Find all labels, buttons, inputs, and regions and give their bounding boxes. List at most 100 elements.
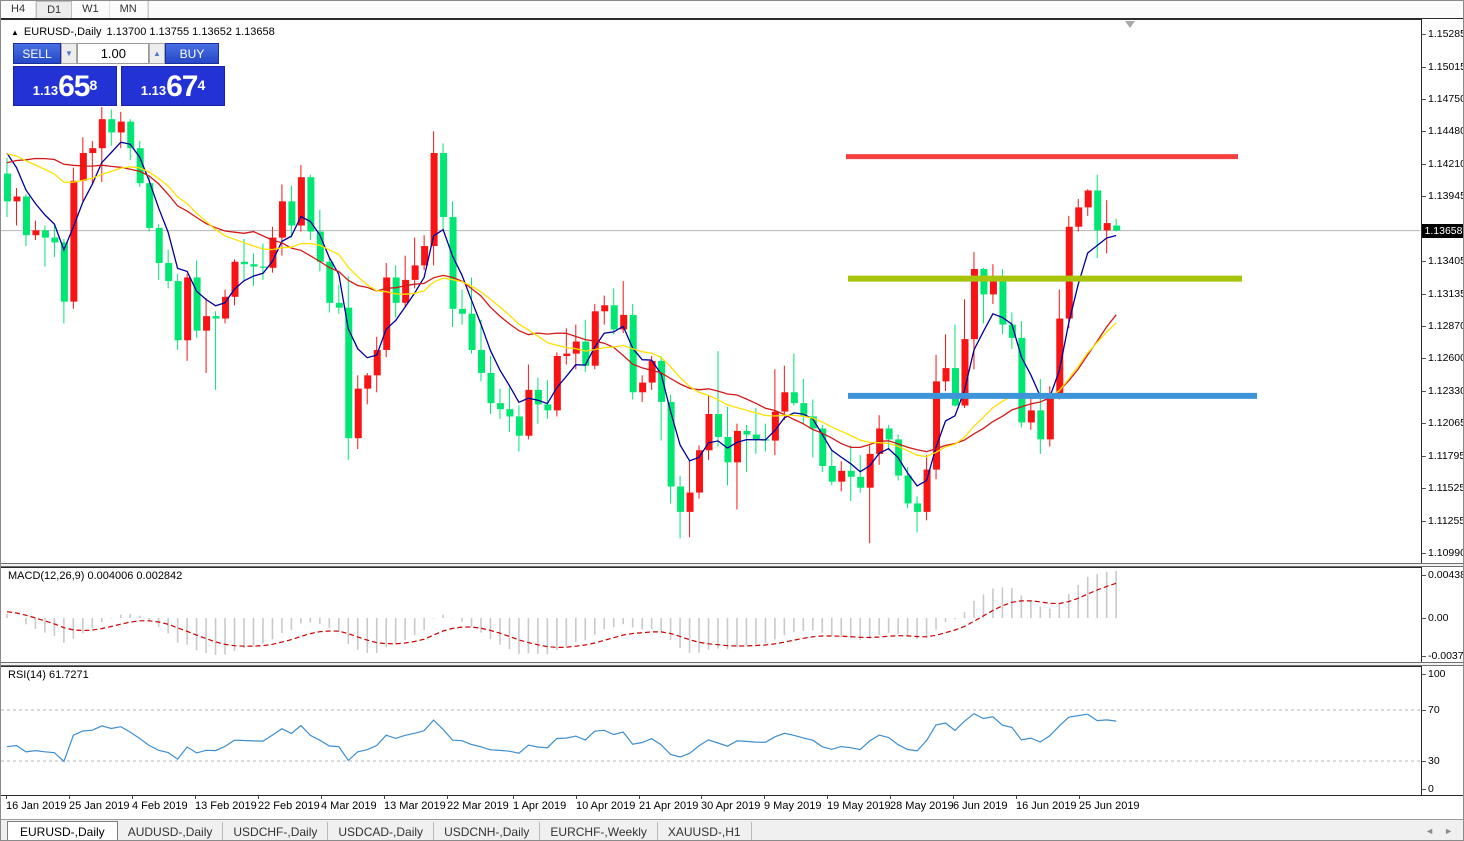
timeframe-button-mn[interactable]: MN: [110, 1, 148, 18]
price-tick-label: 1.11255: [1428, 514, 1464, 527]
price-tick-label: 1.10990: [1428, 546, 1464, 559]
date-tick-mark: [321, 796, 322, 799]
date-tick-label: 19 May 2019: [827, 800, 891, 812]
rsi-panel[interactable]: [1, 709, 1421, 763]
price-tick-label: 1.14480: [1428, 125, 1464, 138]
price-tick-mark: [1422, 391, 1426, 393]
tab-audusd-daily[interactable]: AUDUSD-,Daily: [118, 822, 224, 840]
rsi-tick-mark: [1422, 789, 1426, 790]
timeframe-button-w1[interactable]: W1: [72, 1, 110, 18]
symbol-arrow-icon: ▲: [11, 27, 19, 37]
buy-button[interactable]: BUY: [165, 43, 219, 64]
fast-ma-line[interactable]: [6, 141, 1117, 487]
date-tick-label: 6 Jun 2019: [953, 800, 1008, 812]
chart-tabs-bar: EURUSD-,Daily AUDUSD-,Daily USDCHF-,Daily U…: [1, 819, 1463, 840]
current-price-badge: 1.13658: [1422, 224, 1463, 238]
tab-scroll-arrows: ◄ ►: [1425, 826, 1463, 836]
macd-histogram: [6, 571, 1117, 655]
date-tick-mark: [576, 796, 577, 799]
tab-eurchf-weekly[interactable]: EURCHF-,Weekly: [540, 822, 658, 840]
date-tick-label: 25 Jan 2019: [69, 800, 130, 812]
price-tick-label: 1.12600: [1428, 352, 1464, 365]
sell-price-big: 65: [58, 70, 90, 103]
price-tick-mark: [1422, 455, 1426, 457]
price-tick-mark: [1422, 293, 1426, 295]
price-tick-mark: [1422, 34, 1426, 35]
timeframe-button-h4[interactable]: H4: [1, 1, 37, 18]
price-tick-label: 1.12065: [1428, 417, 1464, 430]
lot-increase-button[interactable]: ▲: [149, 43, 165, 64]
price-tick-label: 1.12870: [1428, 319, 1464, 332]
sell-price-panel[interactable]: 1.13 65 8: [13, 66, 117, 106]
date-tick-mark: [953, 796, 954, 799]
main-price-panel[interactable]: [1, 107, 1421, 544]
date-tick-label: 4 Mar 2019: [321, 800, 377, 812]
date-tick-label: 22 Mar 2019: [447, 800, 509, 812]
buy-price-panel[interactable]: 1.13 67 4: [121, 66, 225, 106]
macd-signal-line: [6, 582, 1117, 649]
tabs-scroll-right-icon[interactable]: ►: [1444, 826, 1453, 836]
timeframe-button-d1[interactable]: D1: [36, 1, 73, 18]
date-tick-mark: [69, 796, 70, 799]
tabs-scroll-left-icon[interactable]: ◄: [1425, 826, 1435, 836]
tab-usdcad-daily[interactable]: USDCAD-,Daily: [328, 822, 435, 840]
rsi-tick-label: 100: [1428, 668, 1446, 680]
timeframe-toolbar: H4 D1 W1 MN: [1, 1, 1463, 19]
price-tick-label: 1.13945: [1428, 189, 1464, 202]
tab-eurusd-daily[interactable]: EURUSD-,Daily: [7, 821, 118, 840]
rsi-tick-label: 30: [1428, 755, 1440, 768]
price-tick-mark: [1422, 66, 1426, 68]
slow-ma-line[interactable]: [6, 153, 1117, 458]
date-tick-mark: [1079, 796, 1080, 799]
menubar-divider: [147, 1, 154, 18]
price-axis[interactable]: 1.15285 1.15015 1.14750 1.14480 1.14210 1.139…: [1421, 19, 1464, 563]
date-tick-mark: [258, 796, 259, 799]
rsi-tick-mark: [1422, 674, 1426, 675]
rsi-tick-mark: [1422, 710, 1426, 711]
date-tick-label: 1 Apr 2019: [513, 800, 567, 812]
price-tick-label: 1.11525: [1428, 482, 1464, 495]
data-end-marker-icon[interactable]: [1125, 21, 1135, 28]
date-tick-label: 4 Feb 2019: [132, 800, 188, 812]
tab-usdcnh-daily[interactable]: USDCNH-,Daily: [434, 822, 541, 840]
lot-decrease-button[interactable]: ▼: [61, 43, 77, 64]
price-tick-mark: [1422, 163, 1426, 165]
price-tick-label: 1.11795: [1428, 449, 1464, 462]
date-tick-mark: [827, 796, 828, 799]
tab-xauusd-h1[interactable]: XAUUSD-,H1: [658, 822, 752, 840]
buy-price-big: 67: [166, 70, 198, 103]
price-tick-label: 1.15015: [1428, 60, 1464, 73]
lot-size-input[interactable]: [77, 43, 149, 64]
price-tick-mark: [1422, 552, 1426, 554]
sell-button[interactable]: SELL: [13, 43, 61, 64]
date-tick-mark: [447, 796, 448, 799]
rsi-axis[interactable]: 100 70 30 0: [1421, 666, 1463, 795]
macd-tick-mark: [1422, 618, 1426, 619]
rsi-label: RSI(14) 61.7271: [8, 669, 89, 681]
chart-title: ▲ EURUSD-,Daily 1.13700 1.13755 1.13652 …: [11, 26, 275, 38]
sell-price-sup: 8: [89, 77, 98, 93]
price-tick-mark: [1422, 195, 1426, 197]
rsi-tick-mark: [1422, 761, 1426, 763]
rsi-panel-splitter[interactable]: [1, 662, 1463, 666]
date-tick-label: 30 Apr 2019: [701, 800, 761, 812]
date-tick-label: 21 Apr 2019: [639, 800, 699, 812]
price-tick-mark: [1422, 98, 1426, 100]
rsi-tick-label: 0: [1428, 783, 1434, 795]
macd-tick-label: 0.00: [1428, 612, 1449, 624]
price-tick-mark: [1422, 520, 1426, 522]
candlesticks[interactable]: [4, 107, 1121, 544]
macd-tick-mark: [1422, 656, 1426, 657]
medium-ma-line[interactable]: [6, 157, 1117, 453]
price-tick-mark: [1422, 358, 1426, 360]
macd-panel-splitter[interactable]: [1, 563, 1463, 567]
time-axis[interactable]: 16 Jan 2019 25 Jan 2019 4 Feb 2019 13 Feb 2…: [1, 795, 1463, 819]
macd-panel[interactable]: [6, 571, 1117, 655]
date-tick-mark: [764, 796, 765, 799]
macd-axis[interactable]: 0.00438 0.00 -0.003711: [1421, 567, 1463, 662]
tab-usdchf-daily[interactable]: USDCHF-,Daily: [223, 822, 329, 840]
buy-price-prefix: 1.13: [140, 83, 167, 98]
